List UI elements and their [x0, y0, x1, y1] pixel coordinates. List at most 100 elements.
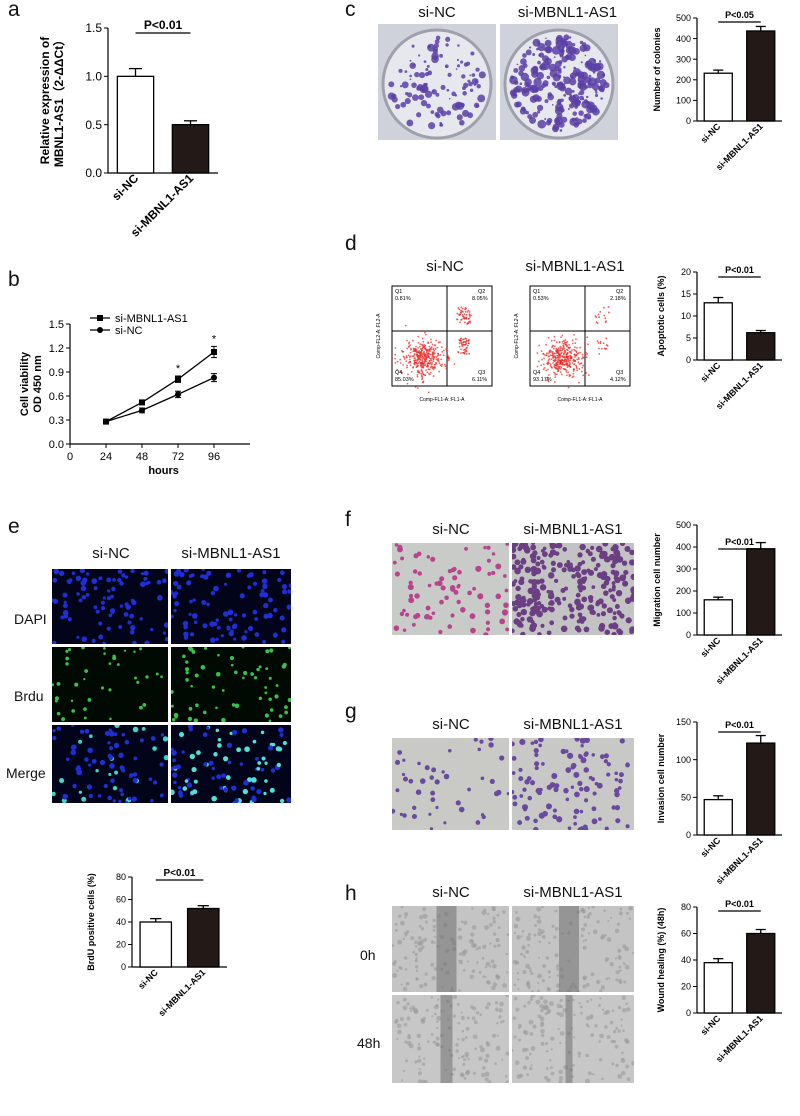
cell	[512, 605, 519, 612]
bar-si-mbnl1-as1	[746, 30, 776, 122]
g-header-nc: si-NC	[432, 716, 470, 733]
cell-texture	[417, 1079, 423, 1083]
cell-texture	[625, 1064, 629, 1069]
event	[542, 352, 544, 355]
colony	[590, 79, 593, 82]
cell-texture	[414, 945, 418, 948]
cell	[62, 793, 67, 799]
cell	[282, 589, 288, 595]
q3-label: Q3	[616, 370, 623, 376]
cell-texture	[556, 1011, 560, 1016]
event	[604, 317, 607, 320]
q4-label: Q4	[395, 370, 402, 376]
cell-texture	[415, 957, 418, 960]
cell-texture	[481, 1066, 486, 1070]
x-axis-label: hours	[148, 465, 179, 477]
event	[427, 361, 429, 364]
cell-texture	[519, 952, 523, 956]
colony	[559, 129, 563, 132]
cell	[146, 580, 151, 585]
colony	[475, 67, 480, 72]
cell-texture	[513, 1035, 517, 1039]
event	[456, 318, 458, 321]
event	[447, 359, 450, 361]
event	[420, 372, 423, 375]
cell-texture	[621, 1057, 625, 1061]
cell	[577, 827, 584, 830]
cell-texture	[400, 920, 405, 926]
event	[421, 366, 424, 369]
event	[460, 318, 463, 321]
y-tick-label: 0.9	[49, 367, 64, 379]
event	[425, 360, 427, 363]
cell	[215, 637, 219, 641]
cell-texture	[498, 1015, 502, 1019]
colony	[436, 106, 444, 114]
cell	[596, 572, 604, 579]
event	[563, 347, 566, 350]
event	[408, 358, 411, 361]
data-point	[139, 399, 145, 406]
y-tick-label: 300	[676, 564, 691, 574]
cell	[598, 817, 602, 821]
cell-texture	[625, 1002, 629, 1006]
cell-texture	[402, 937, 406, 941]
cell	[603, 590, 609, 596]
event	[456, 312, 459, 315]
cell-texture	[435, 1036, 440, 1041]
cell	[52, 578, 58, 583]
cell-texture	[622, 944, 627, 949]
cell	[527, 587, 535, 595]
category-label: si-NC	[699, 360, 723, 384]
cell-texture	[556, 963, 560, 968]
x-tick-label: 72	[172, 451, 184, 463]
event	[553, 371, 555, 374]
cell-texture	[422, 913, 428, 919]
cell	[136, 680, 140, 684]
cell	[171, 614, 174, 619]
cell	[188, 706, 193, 711]
cell-texture	[538, 928, 541, 931]
cell	[202, 623, 208, 629]
cell-texture	[547, 987, 551, 992]
cell	[186, 782, 193, 788]
cell	[578, 753, 582, 758]
event	[565, 374, 568, 377]
cell-texture	[492, 916, 496, 920]
y-axis-label: Apoptotic cells (%)	[656, 275, 666, 356]
colony	[583, 113, 588, 119]
flow-plot-as1: Q1 0.53% Q2 2.18% Q4 93.17% Q3 4.12% Comp-FL1-A:…	[508, 280, 638, 415]
event	[567, 346, 570, 349]
cell	[184, 779, 189, 783]
event	[428, 352, 430, 355]
cell-texture	[610, 916, 613, 919]
cell	[265, 649, 270, 654]
cell-texture	[403, 1069, 406, 1072]
cell	[495, 789, 502, 796]
event	[408, 341, 411, 344]
cell-texture	[611, 1062, 615, 1066]
y-tick-label: 60	[681, 929, 691, 939]
cell-texture	[397, 1029, 402, 1035]
cell-texture	[554, 909, 558, 913]
cell	[123, 612, 129, 617]
cell	[110, 778, 115, 784]
event	[432, 358, 435, 361]
y-tick-label: 5	[686, 333, 691, 343]
cell	[560, 748, 567, 755]
cell	[553, 578, 559, 583]
event	[399, 358, 402, 361]
cell	[264, 761, 268, 765]
cell-texture	[546, 1078, 551, 1083]
cell	[583, 752, 589, 757]
cell	[80, 585, 87, 592]
cell	[186, 580, 192, 586]
cell	[604, 826, 609, 830]
cell	[228, 617, 233, 622]
event	[429, 338, 432, 341]
cell-texture	[586, 1000, 590, 1003]
cell	[473, 738, 478, 742]
cell-texture	[499, 1001, 504, 1007]
cell-texture	[528, 1052, 532, 1056]
panel-letter-b: b	[8, 268, 20, 291]
